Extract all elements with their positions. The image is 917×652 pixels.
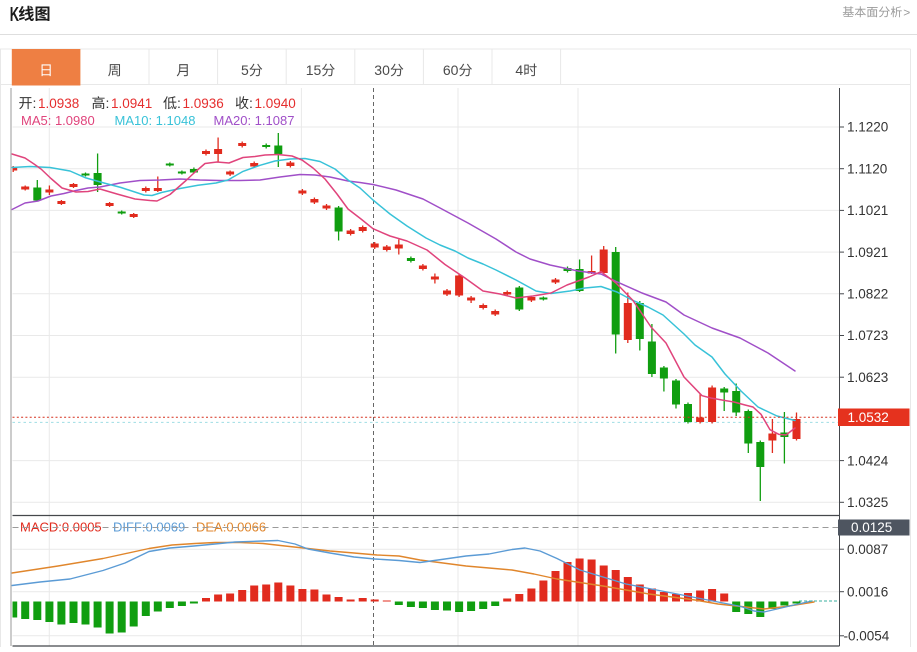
svg-text::: : [177, 95, 181, 111]
svg-text:1.0325: 1.0325 [847, 495, 888, 510]
svg-text:1.0723: 1.0723 [847, 328, 888, 343]
svg-text:1.1220: 1.1220 [847, 120, 888, 135]
svg-text:1.0941: 1.0941 [111, 96, 152, 111]
svg-text:1.0921: 1.0921 [847, 245, 888, 260]
svg-text:K: K [10, 2, 20, 26]
svg-text:MA10: 1.1048: MA10: 1.1048 [115, 113, 196, 128]
svg-text:>: > [903, 5, 910, 19]
svg-text::: : [249, 95, 253, 111]
svg-text:30: 30 [374, 62, 390, 78]
svg-text:MACD:0.0005: MACD:0.0005 [20, 520, 102, 535]
svg-text:60: 60 [443, 62, 459, 78]
svg-text:DEA:0.0066: DEA:0.0066 [196, 520, 266, 535]
svg-text:-0.0054: -0.0054 [844, 629, 890, 644]
svg-text::: : [106, 95, 110, 111]
svg-text:15: 15 [306, 62, 322, 78]
svg-text:0.0087: 0.0087 [847, 542, 888, 557]
svg-text:1.1120: 1.1120 [847, 161, 887, 176]
svg-text:4: 4 [515, 62, 523, 78]
svg-text::: : [33, 95, 37, 111]
svg-text:1.1021: 1.1021 [847, 203, 888, 218]
svg-text:1.0938: 1.0938 [38, 96, 79, 111]
svg-text:0.0016: 0.0016 [847, 584, 888, 599]
svg-text:1.0424: 1.0424 [847, 453, 889, 468]
svg-text:MA5: 1.0980: MA5: 1.0980 [21, 113, 95, 128]
svg-text:1.0532: 1.0532 [848, 410, 889, 425]
svg-text:1.0936: 1.0936 [183, 96, 224, 111]
svg-text:1.0623: 1.0623 [847, 370, 888, 385]
svg-text:MA20: 1.1087: MA20: 1.1087 [214, 113, 295, 128]
svg-text:1.0822: 1.0822 [847, 287, 888, 302]
svg-text:DIFF:0.0069: DIFF:0.0069 [113, 520, 185, 535]
svg-text:0.0125: 0.0125 [851, 520, 892, 535]
svg-text:5: 5 [241, 62, 249, 78]
svg-text:1.0940: 1.0940 [255, 96, 296, 111]
